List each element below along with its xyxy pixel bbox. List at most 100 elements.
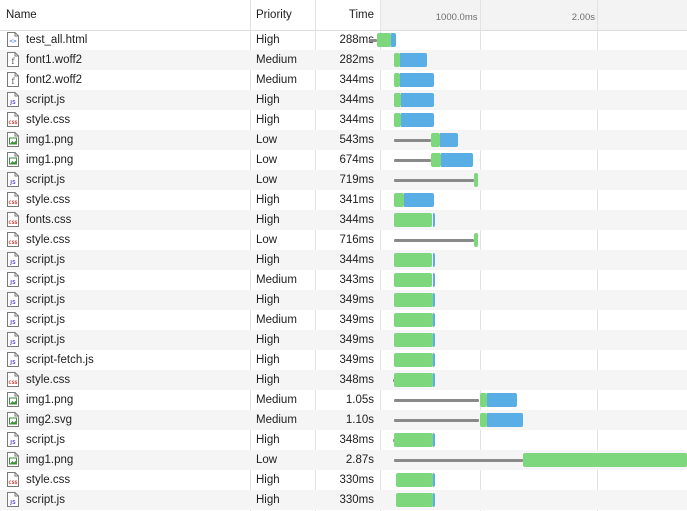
column-header-priority[interactable]: Priority <box>256 9 292 21</box>
table-row[interactable]: f font2.woff2 Medium 344ms <box>0 70 687 90</box>
request-priority: High <box>256 474 280 486</box>
request-name: style.css <box>26 374 71 386</box>
request-time: 344ms <box>339 114 374 126</box>
response-bar <box>432 213 435 227</box>
request-name: script.js <box>26 254 65 266</box>
response-bar <box>486 413 523 427</box>
svg-text:CSS: CSS <box>9 480 18 485</box>
svg-text:JS: JS <box>9 440 16 446</box>
request-name: script.js <box>26 314 65 326</box>
request-time: 282ms <box>339 54 374 66</box>
table-row[interactable]: JS script.js High 344ms <box>0 90 687 110</box>
request-bar <box>393 333 434 347</box>
table-row[interactable]: JS script.js High 349ms <box>0 330 687 350</box>
table-row[interactable]: CSS style.css Low 716ms <box>0 230 687 250</box>
response-bar <box>433 353 436 367</box>
request-priority: High <box>256 114 280 126</box>
request-priority: Low <box>256 234 278 246</box>
svg-text:JS: JS <box>9 340 16 346</box>
table-row[interactable]: JS script-fetch.js High 349ms <box>0 350 687 370</box>
request-bar <box>393 273 433 287</box>
table-row[interactable]: CSS style.css High 330ms <box>0 470 687 490</box>
response-bar <box>433 473 436 487</box>
table-row[interactable]: CSS style.css High 348ms <box>0 370 687 390</box>
request-bar <box>393 53 400 67</box>
response-bar <box>433 493 436 507</box>
request-time: 674ms <box>339 154 374 166</box>
request-priority: High <box>256 494 280 506</box>
js-file-icon: JS <box>7 352 19 367</box>
request-bar <box>393 213 433 227</box>
image-file-icon <box>7 412 19 427</box>
svg-text:<>: <> <box>9 38 17 45</box>
table-row[interactable]: CSS fonts.css High 344ms <box>0 210 687 230</box>
response-bar <box>391 33 396 47</box>
table-row[interactable]: JS script.js High 349ms <box>0 290 687 310</box>
waiting-bar <box>393 159 432 162</box>
request-name: script-fetch.js <box>26 354 94 366</box>
svg-text:JS: JS <box>9 360 16 366</box>
table-row[interactable]: CSS style.css High 341ms <box>0 190 687 210</box>
response-bar <box>400 113 435 127</box>
table-row[interactable]: img1.png Medium 1.05s <box>0 390 687 410</box>
request-bar <box>431 133 440 147</box>
js-file-icon: JS <box>7 292 19 307</box>
request-bar <box>393 373 434 387</box>
table-row[interactable]: img1.png Low 543ms <box>0 130 687 150</box>
table-row[interactable]: <> test_all.html High 288ms <box>0 30 687 50</box>
response-bar <box>432 253 435 267</box>
request-priority: Low <box>256 174 278 186</box>
table-row[interactable]: JS script.js High 348ms <box>0 430 687 450</box>
waiting-bar <box>369 39 378 42</box>
table-row[interactable]: img2.svg Medium 1.10s <box>0 410 687 430</box>
table-row[interactable]: img1.png Low 2.87s <box>0 450 687 470</box>
waiting-bar <box>392 379 395 382</box>
table-row[interactable]: JS script.js Medium 349ms <box>0 310 687 330</box>
request-bar <box>393 253 433 267</box>
table-row[interactable]: JS script.js Medium 343ms <box>0 270 687 290</box>
request-priority: High <box>256 434 280 446</box>
request-priority: Medium <box>256 274 297 286</box>
table-row[interactable]: JS script.js Low 719ms <box>0 170 687 190</box>
request-priority: Low <box>256 154 278 166</box>
request-priority: High <box>256 374 280 386</box>
css-file-icon: CSS <box>7 212 19 227</box>
request-time: 288ms <box>339 34 374 46</box>
column-header-name[interactable]: Name <box>6 9 37 21</box>
css-file-icon: CSS <box>7 472 19 487</box>
table-row[interactable]: img1.png Low 674ms <box>0 150 687 170</box>
table-row[interactable]: f font1.woff2 Medium 282ms <box>0 50 687 70</box>
response-bar <box>440 153 473 167</box>
request-name: script.js <box>26 274 65 286</box>
request-bar <box>393 433 434 447</box>
request-name: script.js <box>26 174 65 186</box>
request-time: 716ms <box>339 234 374 246</box>
request-name: img1.png <box>26 454 74 466</box>
table-row[interactable]: JS script.js High 344ms <box>0 250 687 270</box>
request-time: 2.87s <box>345 454 374 466</box>
column-header-time[interactable]: Time <box>348 9 374 21</box>
request-time: 330ms <box>339 474 374 486</box>
image-file-icon <box>7 152 19 167</box>
waiting-bar <box>393 459 523 462</box>
request-time: 349ms <box>339 294 374 306</box>
js-file-icon: JS <box>7 92 19 107</box>
response-bar <box>433 293 436 307</box>
request-bar <box>396 493 434 507</box>
request-name: img1.png <box>26 394 74 406</box>
request-time: 348ms <box>339 434 374 446</box>
svg-text:JS: JS <box>9 300 16 306</box>
timeline-tick-label: 2.00s <box>571 12 595 23</box>
html-file-icon: <> <box>7 32 19 47</box>
column-header-timeline[interactable]: 1000.0ms 2.00s 3.00s <box>381 0 687 30</box>
table-row[interactable]: JS script.js High 330ms <box>0 490 687 510</box>
svg-text:CSS: CSS <box>9 200 18 205</box>
request-time: 344ms <box>339 94 374 106</box>
request-time: 330ms <box>339 494 374 506</box>
request-priority: High <box>256 334 280 346</box>
table-row[interactable]: CSS style.css High 344ms <box>0 110 687 130</box>
request-priority: Medium <box>256 74 297 86</box>
css-file-icon: CSS <box>7 372 19 387</box>
request-bar <box>393 313 434 327</box>
request-name: style.css <box>26 194 71 206</box>
